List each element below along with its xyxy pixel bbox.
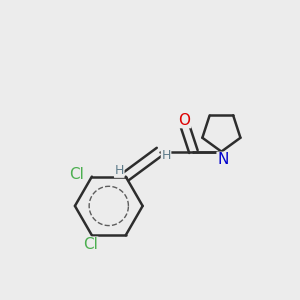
Text: O: O <box>178 112 190 128</box>
Text: Cl: Cl <box>69 167 84 182</box>
Text: H: H <box>161 148 171 162</box>
Text: H: H <box>115 164 124 177</box>
Text: N: N <box>217 152 229 167</box>
Text: Cl: Cl <box>83 237 98 252</box>
